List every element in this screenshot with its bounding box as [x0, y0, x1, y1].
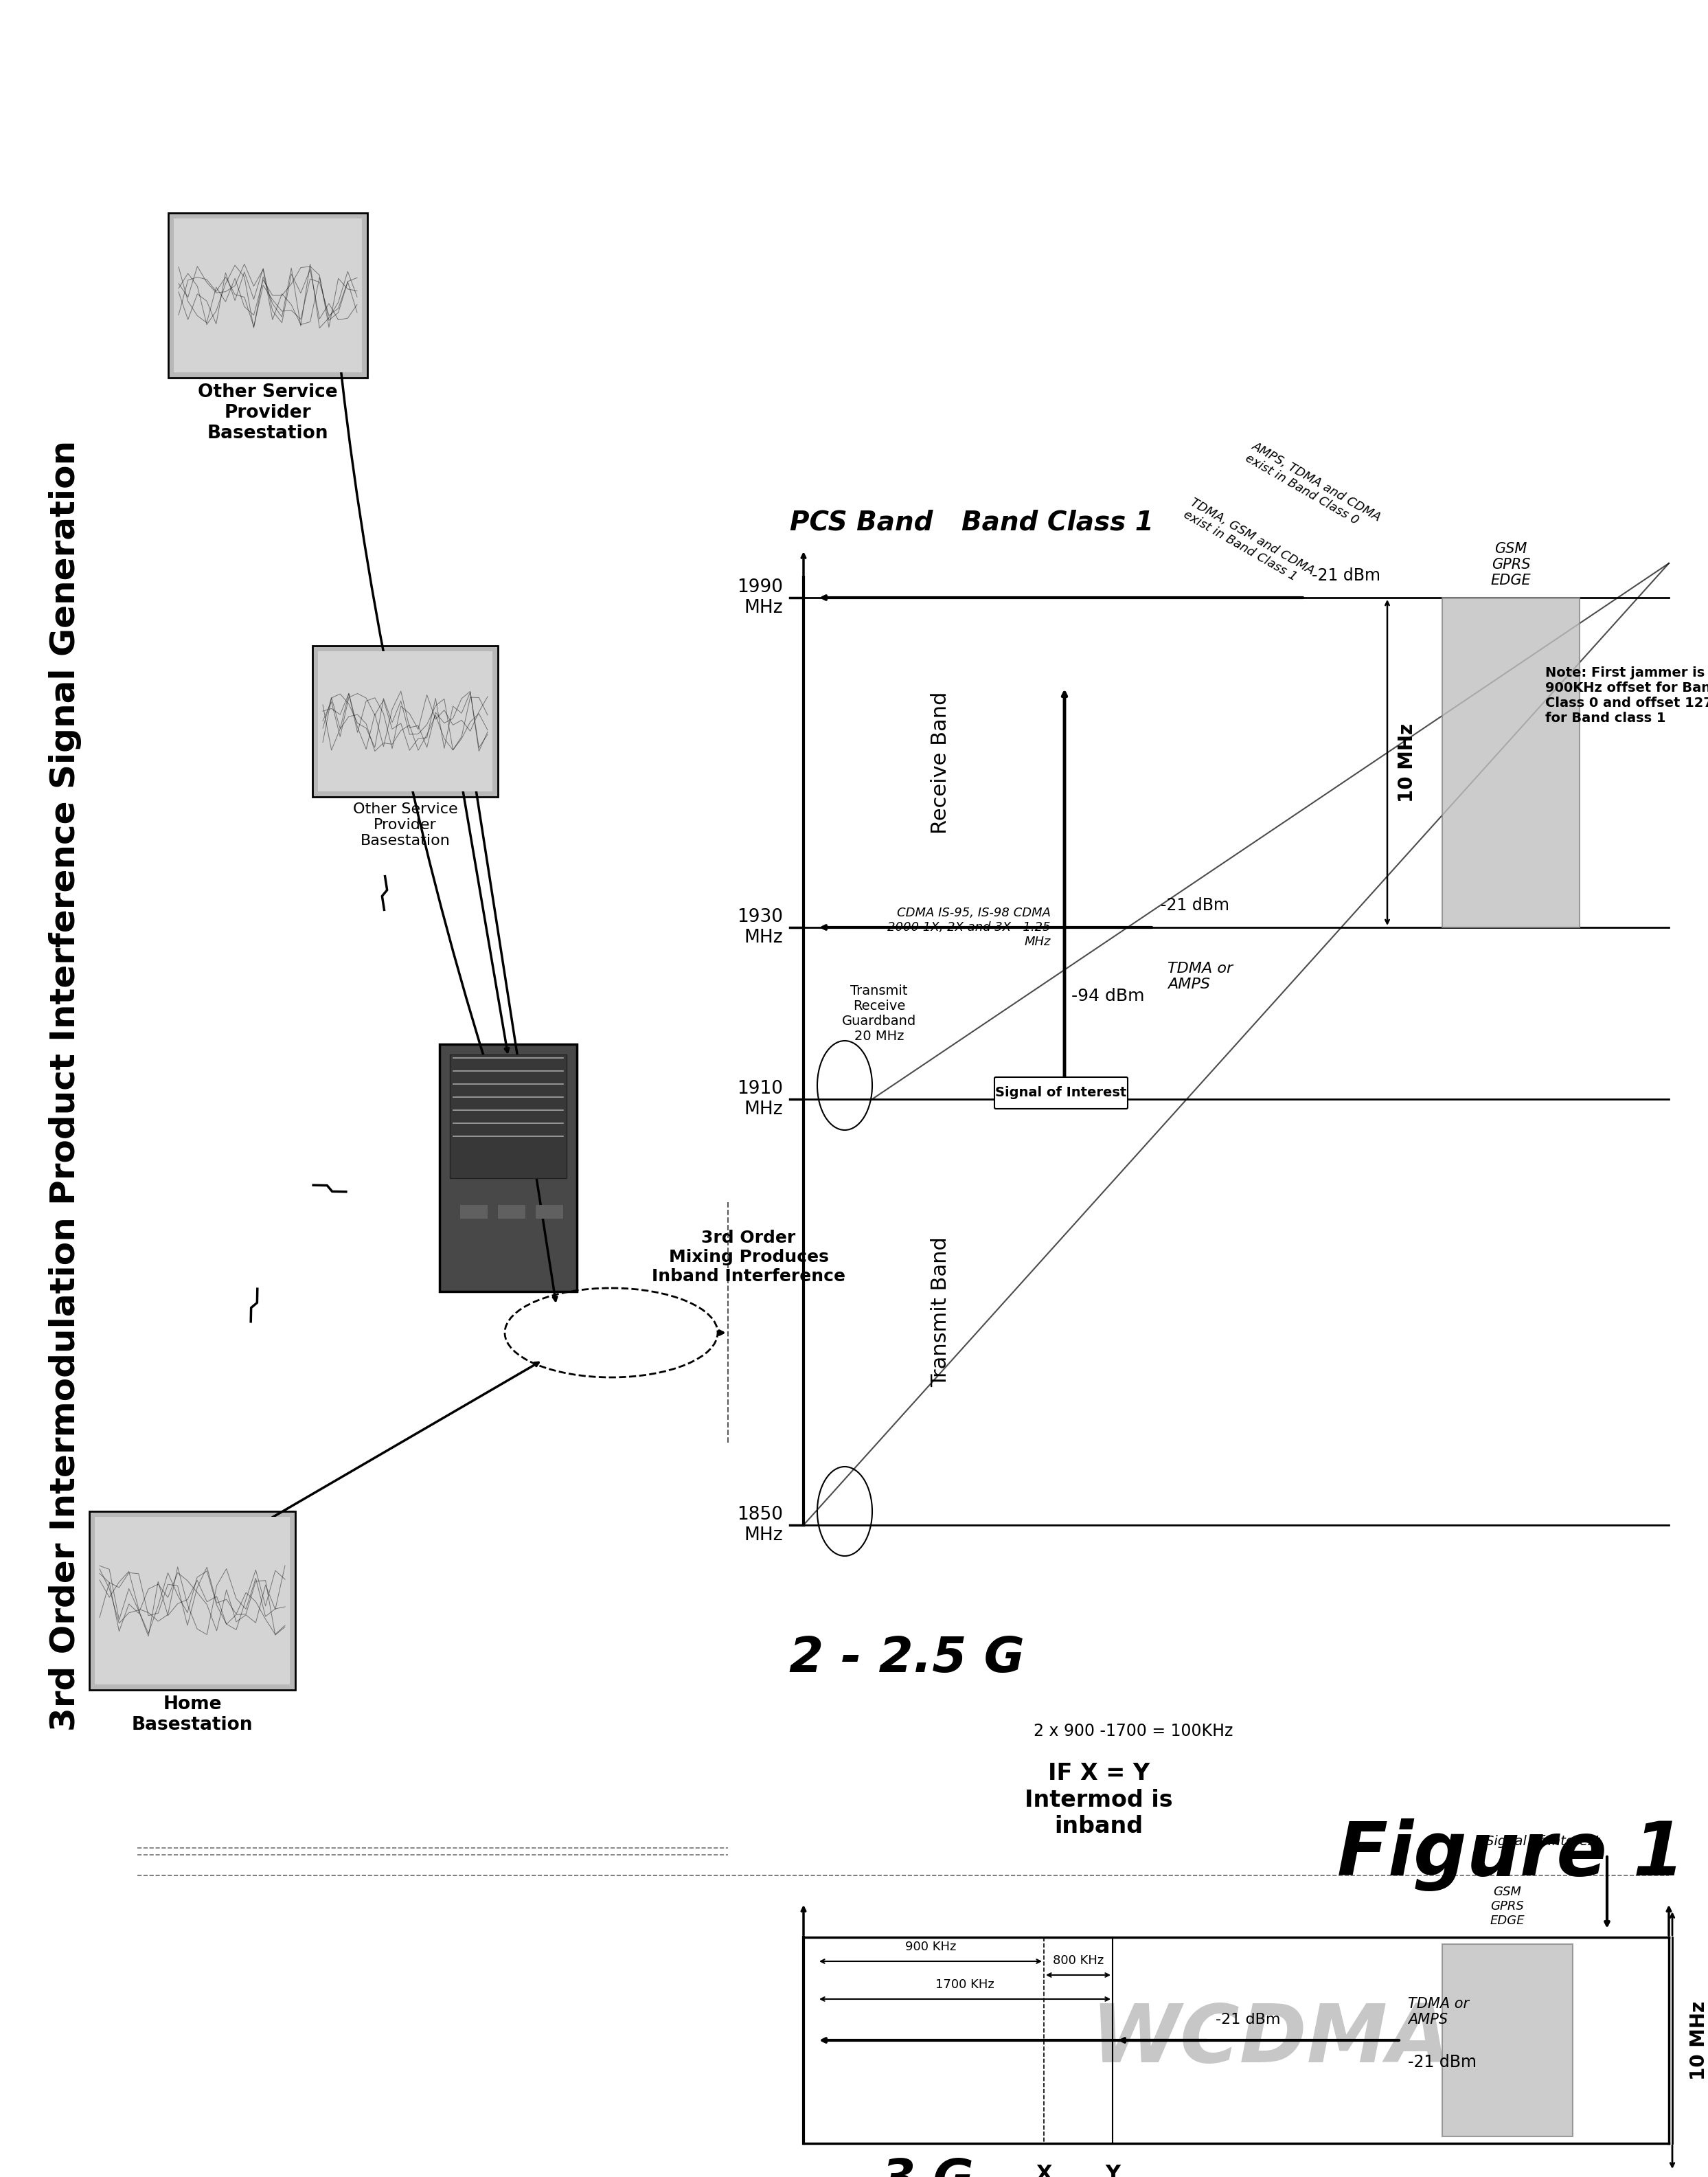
Bar	[89, 1511, 295, 1689]
Text: 900 KHz: 900 KHz	[905, 1940, 956, 1953]
Text: -21 dBm: -21 dBm	[1312, 568, 1380, 583]
Bar	[318, 651, 492, 792]
Text: WCDMA: WCDMA	[1091, 2001, 1450, 2079]
Text: Figure 1: Figure 1	[1337, 1818, 1684, 1892]
Text: Other Service
Provider
Basestation: Other Service Provider Basestation	[354, 803, 458, 849]
FancyBboxPatch shape	[994, 1078, 1127, 1108]
Text: TDMA or
AMPS: TDMA or AMPS	[1407, 1996, 1469, 2027]
Text: IF X = Y
Intermod is
inband: IF X = Y Intermod is inband	[1025, 1761, 1173, 1837]
Text: GSM
GPRS
EDGE: GSM GPRS EDGE	[1491, 542, 1530, 588]
Text: Other Service
Provider
Basestation: Other Service Provider Basestation	[198, 383, 338, 442]
Text: 800 KHz: 800 KHz	[1052, 1955, 1103, 1966]
Text: Transmit
Receive
Guardband
20 MHz: Transmit Receive Guardband 20 MHz	[842, 984, 915, 1043]
Bar	[439, 1045, 577, 1291]
Text: Band Class 1: Band Class 1	[962, 509, 1153, 536]
Text: -21 dBm: -21 dBm	[1161, 897, 1230, 914]
Bar	[1442, 1944, 1573, 2136]
Text: 1990
MHz: 1990 MHz	[736, 579, 782, 616]
Text: X: X	[1035, 2164, 1052, 2177]
Bar	[313, 647, 499, 797]
Text: 1910
MHz: 1910 MHz	[736, 1080, 782, 1119]
Text: 3 G: 3 G	[881, 2157, 974, 2177]
Text: -21 dBm: -21 dBm	[1407, 2055, 1476, 2070]
Text: Receive Band: Receive Band	[931, 692, 951, 834]
Text: Signal of Interest: Signal of Interest	[1486, 1835, 1600, 1848]
Text: 3rd Order Intermodulation Product Interference Signal Generation: 3rd Order Intermodulation Product Interf…	[50, 440, 82, 1731]
Bar	[449, 1054, 567, 1178]
Bar	[499, 1204, 526, 1219]
Bar	[459, 1204, 487, 1219]
Text: 10 MHz: 10 MHz	[1689, 2001, 1708, 2079]
Text: -21 dBm: -21 dBm	[1216, 2014, 1281, 2027]
Text: TDMA, GSM and CDMA
exist in Band Class 1: TDMA, GSM and CDMA exist in Band Class 1	[1182, 496, 1317, 590]
Text: 2 x 900 -1700 = 100KHz: 2 x 900 -1700 = 100KHz	[1033, 1722, 1233, 1739]
Text: 10 MHz: 10 MHz	[1397, 723, 1418, 801]
Text: AMPS, TDMA and CDMA
exist in Band Class 0: AMPS, TDMA and CDMA exist in Band Class …	[1243, 440, 1383, 536]
Text: Home
Basestation: Home Basestation	[132, 1696, 253, 1733]
Text: Note: First jammer is
900KHz offset for Band
Class 0 and offset 1270
for Band cl: Note: First jammer is 900KHz offset for …	[1546, 666, 1708, 725]
Text: CDMA IS-95, IS-98 CDMA
2000 1X, 2X and 3X   1.25
MHz: CDMA IS-95, IS-98 CDMA 2000 1X, 2X and 3…	[888, 908, 1050, 947]
Bar	[94, 1517, 290, 1685]
Text: 3rd Order
Mixing Produces
Inband Interference: 3rd Order Mixing Produces Inband Interfe…	[652, 1230, 845, 1284]
Text: TDMA or
AMPS: TDMA or AMPS	[1168, 962, 1233, 991]
Bar	[169, 213, 367, 379]
Text: 1930
MHz: 1930 MHz	[736, 908, 782, 947]
Bar	[536, 1204, 564, 1219]
Text: Signal of Interest: Signal of Interest	[996, 1086, 1127, 1099]
Text: GSM
GPRS
EDGE: GSM GPRS EDGE	[1489, 1885, 1525, 1927]
Text: Y: Y	[1105, 2164, 1120, 2177]
Text: 1700 KHz: 1700 KHz	[936, 1979, 994, 1990]
Text: 2 - 2.5 G: 2 - 2.5 G	[789, 1635, 1025, 1683]
Text: Transmit Band: Transmit Band	[931, 1237, 951, 1387]
Text: -94 dBm: -94 dBm	[1071, 988, 1144, 1004]
Text: 1850
MHz: 1850 MHz	[736, 1506, 782, 1543]
Text: PCS Band: PCS Band	[789, 509, 933, 536]
Bar	[1442, 599, 1580, 927]
Bar	[174, 218, 362, 372]
